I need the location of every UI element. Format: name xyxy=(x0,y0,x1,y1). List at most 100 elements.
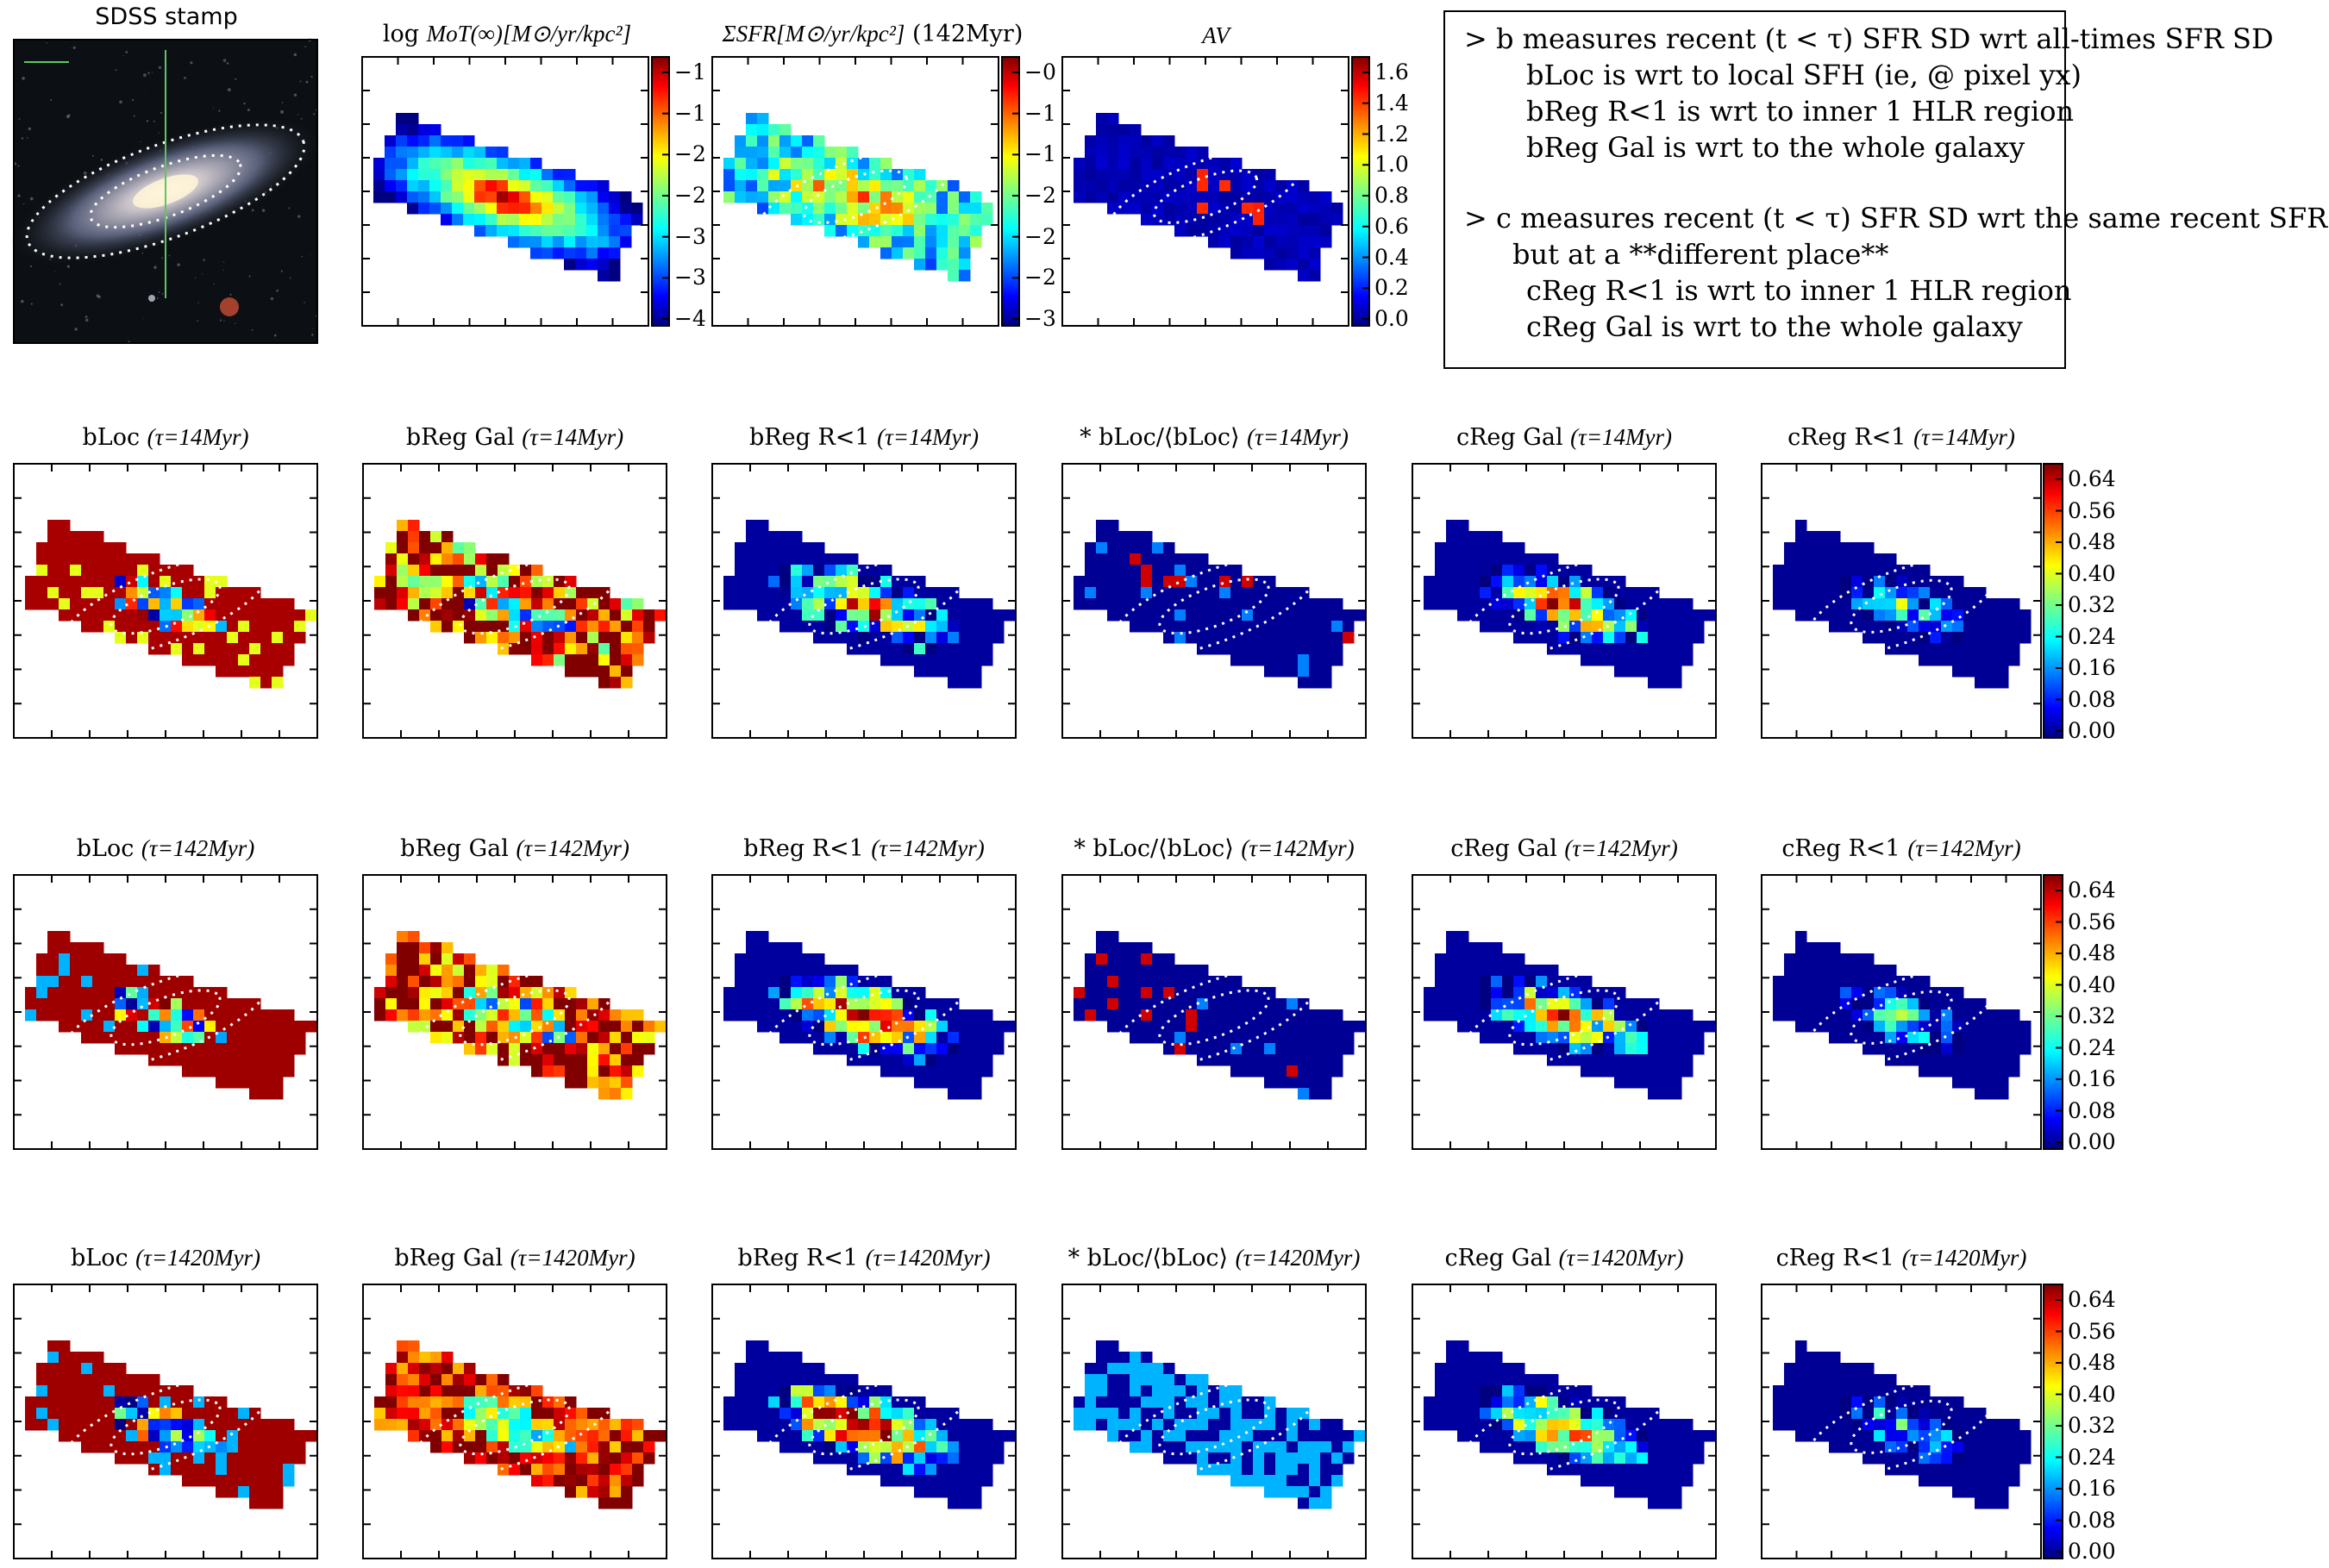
av-colorbar-label-4: 0.8 xyxy=(1374,183,1409,208)
panel-bnorm-row1-title-label: * bLoc/⟨bLoc⟩ xyxy=(1080,424,1248,451)
panel-bloc-row2-pixels xyxy=(25,931,317,1100)
ratio-colorbar-row3-label-5: 0.24 xyxy=(2068,1444,2116,1470)
panel-bgal-row2-hlr05-ellipse xyxy=(459,989,571,1046)
panel-bloc-row2-hlr05-ellipse xyxy=(110,989,222,1046)
ratio-colorbar-row1-label-0: 0.64 xyxy=(2068,466,2116,491)
sdss-stamp-title: SDSS stamp xyxy=(95,3,238,30)
ratio-colorbar-row1-label-1: 0.56 xyxy=(2068,497,2116,523)
panel-br1-row1 xyxy=(711,463,1017,739)
panel-bloc-row1-ticks xyxy=(14,464,317,738)
mot-colorbar-label-3: −2 xyxy=(674,183,706,208)
av-colorbar-label-3: 1.0 xyxy=(1374,152,1409,178)
panel-br1-row3-title: bReg R<1 (τ=1420Myr) xyxy=(737,1245,990,1271)
panel-br1-row2-hlr1-ellipse xyxy=(759,965,969,1070)
panel-br1-row1-hlr1-ellipse xyxy=(759,553,969,659)
mot-colorbar-label-1: −1 xyxy=(674,100,706,126)
panel-cr1-row1-hlr05-ellipse xyxy=(1850,578,1953,634)
panel-bloc-row3-hlr1-ellipse xyxy=(60,1374,271,1479)
av-colorbar xyxy=(1351,56,1370,327)
panel-bgal-row2-ticks xyxy=(363,875,667,1149)
panel-cr1-row3-title: cReg R<1 (τ=1420Myr) xyxy=(1776,1245,2027,1271)
panel-cr1-row1-ticks xyxy=(1762,464,2041,738)
panel-cr1-row2-hlr1-ellipse xyxy=(1805,967,1998,1068)
mot-map xyxy=(361,56,649,327)
panel-br1-row1-hlr05-ellipse xyxy=(808,578,920,635)
panel-cr1-row2-hlr05-ellipse xyxy=(1850,990,1953,1045)
sfr-colorbar-label-0: −0 xyxy=(1024,59,1056,84)
ratio-colorbar-row2-label-5: 0.24 xyxy=(2068,1034,2116,1060)
panel-cr1-row3-title-label: cReg R<1 xyxy=(1775,1245,1902,1271)
panel-cgal-row2-ticks xyxy=(1412,875,1716,1149)
sfr-colorbar-label-2: −1 xyxy=(1024,141,1056,167)
sfr-colorbar-label-5: −2 xyxy=(1024,265,1056,290)
ratio-colorbar-row1 xyxy=(2043,463,2063,739)
panel-cgal-row1-title-tau: (τ=14Myr) xyxy=(1570,424,1673,450)
panel-br1-row1-title-label: bReg R<1 xyxy=(748,424,878,451)
panel-cr1-row3-pixels xyxy=(1773,1340,2032,1509)
av-colorbar-label-7: 0.2 xyxy=(1374,275,1409,301)
av-colorbar-label-5: 0.6 xyxy=(1374,213,1409,239)
ratio-colorbar-row3-label-2: 0.48 xyxy=(2068,1350,2116,1375)
sfr-panel-title: ΣSFR[M⊙/yr/kpc²] (142Myr) xyxy=(723,21,1024,47)
av-panel-title: AV xyxy=(1202,22,1230,49)
panel-bgal-row2-title-label: bReg Gal xyxy=(400,835,517,862)
sdss-stamp-image xyxy=(10,38,321,344)
mot-colorbar-label-0: −1 xyxy=(674,59,706,84)
panel-bnorm-row2-title-label: * bLoc/⟨bLoc⟩ xyxy=(1074,835,1242,862)
background-star xyxy=(148,295,155,302)
legend-note-box: > b measures recent (t < τ) SFR SD wrt a… xyxy=(1443,10,2329,369)
ratio-colorbar-row2-label-6: 0.16 xyxy=(2068,1066,2116,1091)
panel-cr1-row1-title-tau: (τ=14Myr) xyxy=(1913,424,2015,450)
panel-br1-row3-ticks xyxy=(712,1284,1016,1559)
ratio-colorbar-row1-label-3: 0.40 xyxy=(2068,560,2116,586)
sfr-colorbar-gradient xyxy=(1001,56,1020,327)
panel-bloc-row3-pixels xyxy=(25,1340,317,1509)
panel-bnorm-row1-title-tau: (τ=14Myr) xyxy=(1247,424,1349,450)
sfr-map-hlr1-ellipse xyxy=(756,147,955,247)
ratio-colorbar-row3 xyxy=(2043,1284,2063,1559)
panel-cr1-row3-ticks xyxy=(1762,1284,2041,1559)
panel-bgal-row3-title-tau: (τ=1420Myr) xyxy=(510,1245,635,1271)
panel-br1-row2-hlr05-ellipse xyxy=(808,989,920,1046)
ratio-colorbar-row2-label-7: 0.08 xyxy=(2068,1097,2116,1123)
mot-colorbar-label-2: −2 xyxy=(674,141,706,167)
panel-cgal-row3-title-tau: (τ=1420Myr) xyxy=(1558,1245,1684,1271)
panel-bloc-row3-title-label: bLoc xyxy=(70,1245,136,1271)
panel-br1-row2-pixels xyxy=(723,931,1016,1100)
av-colorbar-label-8: 0.0 xyxy=(1374,306,1409,331)
av-colorbar-label-1: 1.4 xyxy=(1374,90,1409,116)
panel-bloc-row2-hlr1-ellipse xyxy=(60,965,271,1070)
ratio-colorbar-row3-label-1: 0.56 xyxy=(2068,1318,2116,1344)
note-line-creg-r1: cReg R<1 is wrt to inner 1 HLR region xyxy=(1526,274,2072,307)
ratio-colorbar-row2-label-2: 0.48 xyxy=(2068,940,2116,965)
panel-bnorm-row2-hlr05-ellipse xyxy=(1158,989,1270,1046)
av-title-math: AV xyxy=(1202,22,1230,48)
ratio-colorbar-row2-label-3: 0.40 xyxy=(2068,971,2116,997)
sfr-map-ticks xyxy=(712,57,999,326)
panel-cr1-row1-pixels xyxy=(1773,520,2032,689)
panel-bloc-row3-ticks xyxy=(14,1284,317,1559)
panel-bnorm-row1-hlr05-ellipse xyxy=(1158,578,1270,635)
av-map-hlr1-ellipse xyxy=(1106,147,1305,247)
mot-title-prefix: log xyxy=(382,21,427,47)
av-map-pixels xyxy=(1074,113,1343,282)
panel-bgal-row2-title: bReg Gal (τ=142Myr) xyxy=(400,835,629,862)
panel-bnorm-row1-hlr1-ellipse xyxy=(1109,553,1319,659)
mot-panel-title: log MoT(∞)[M⊙/yr/kpc²] xyxy=(383,21,631,47)
sfr-map-pixels xyxy=(723,113,993,282)
ratio-colorbar-row1-label-7: 0.08 xyxy=(2068,686,2116,712)
mot-title-math: MoT(∞)[M⊙/yr/kpc²] xyxy=(426,21,632,47)
panel-br1-row2-title-tau: (τ=142Myr) xyxy=(871,835,985,861)
sfr-map-hlr05-ellipse xyxy=(802,169,909,224)
panel-br1-row2-ticks xyxy=(712,875,1016,1149)
ratio-colorbar-row1-label-6: 0.16 xyxy=(2068,655,2116,680)
panel-bnorm-row1-ticks xyxy=(1062,464,1366,738)
sfr-colorbar-label-4: −2 xyxy=(1024,223,1056,249)
panel-cr1-row1-title-label: cReg R<1 xyxy=(1787,424,1914,451)
panel-bgal-row3-ticks xyxy=(363,1284,667,1559)
panel-cgal-row3-ticks xyxy=(1412,1284,1716,1559)
panel-bloc-row1-title: bLoc (τ=14Myr) xyxy=(82,424,248,451)
panel-bgal-row3-title: bReg Gal (τ=1420Myr) xyxy=(394,1245,635,1271)
ratio-colorbar-row1-label-4: 0.32 xyxy=(2068,592,2116,617)
